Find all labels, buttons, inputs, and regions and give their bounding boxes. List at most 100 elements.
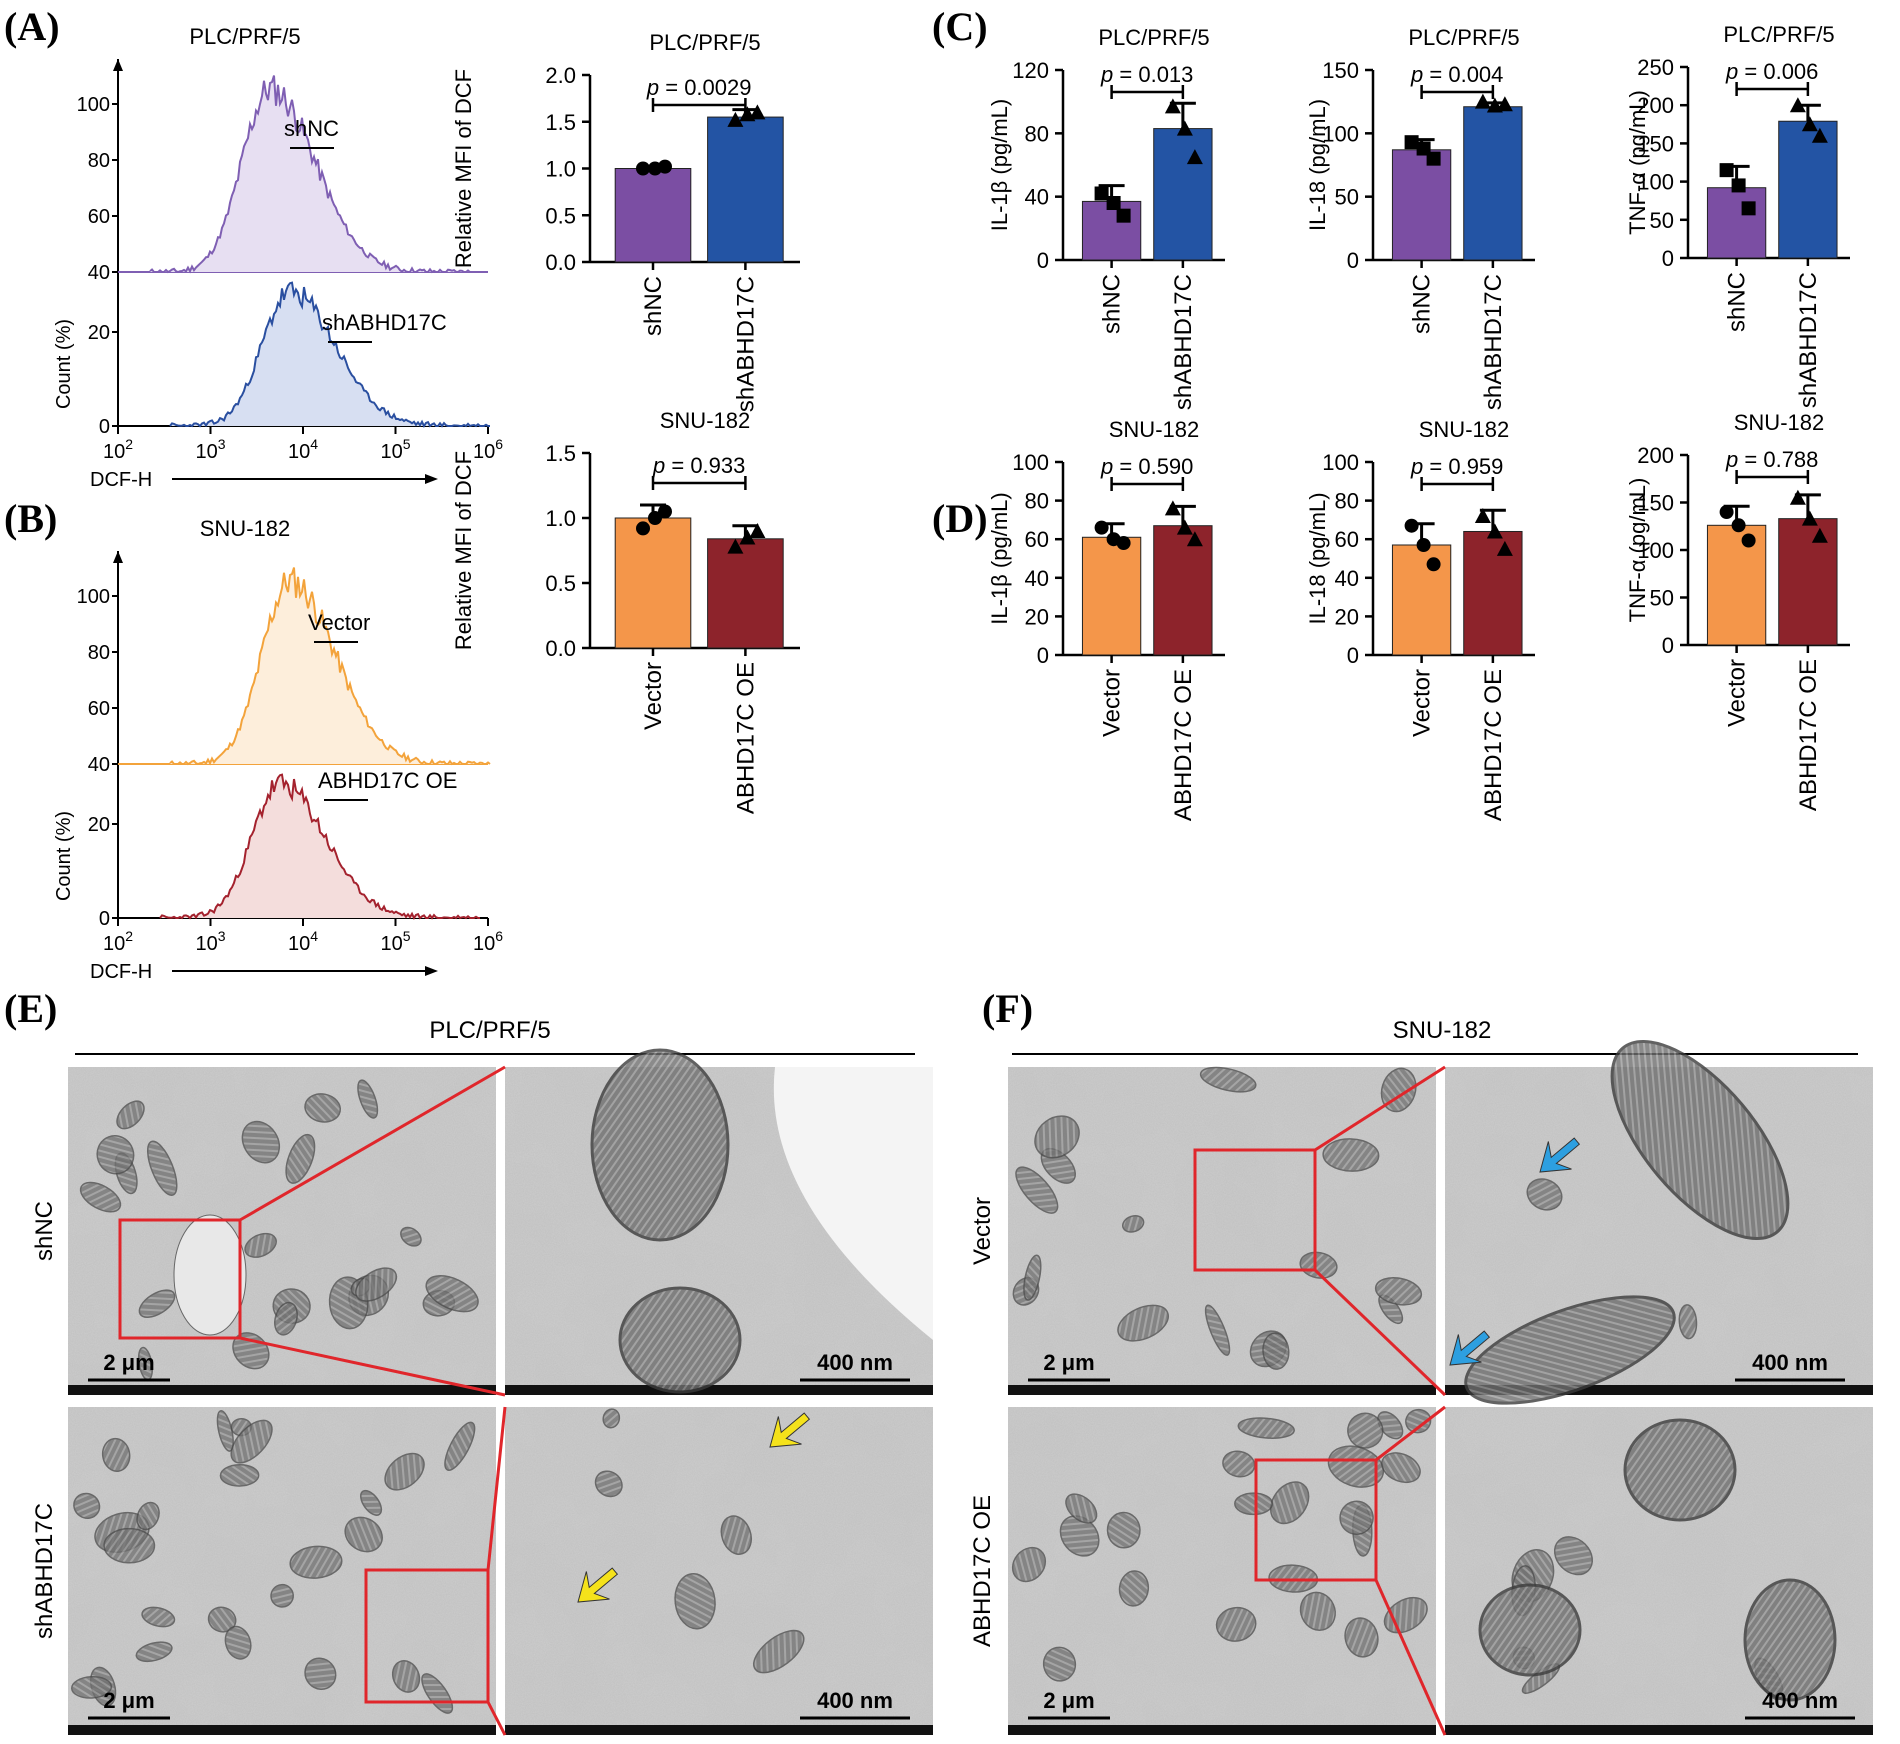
zoom-line	[486, 1406, 507, 1571]
data-point	[1164, 500, 1181, 516]
data-point	[1741, 201, 1756, 216]
bar	[614, 517, 692, 649]
mitochondrion	[1623, 1418, 1737, 1522]
bar	[1081, 536, 1142, 656]
panel-label-A: (A)	[4, 4, 60, 49]
mitochondrion	[1204, 1304, 1231, 1356]
mitochondrion	[138, 1289, 176, 1318]
y-tick-label: 80	[1025, 121, 1049, 146]
data-point	[1426, 557, 1441, 572]
scale-bar-label: 400 nm	[1762, 1688, 1838, 1713]
y-tick-label: 100	[77, 586, 110, 608]
bar-chart-C3: PLC/PRF/5 0 50 100 150 200 250 TNF-α (pg/mL) shN…	[1625, 22, 1850, 408]
x-tick-label: ABHD17C OE	[1480, 669, 1507, 821]
mitochondrion	[1023, 1254, 1042, 1301]
mitochondrion	[1743, 1578, 1837, 1702]
y-tick-label: 0.5	[545, 571, 576, 596]
scale-bar-label: 2 μm	[103, 1350, 154, 1375]
bar-chart-D2: SNU-182 0 20 40 60 80 100 IL-18 (pg/mL) Vector AB…	[1305, 417, 1535, 821]
y-tick-label: 60	[1335, 527, 1359, 552]
y-tick-label: 0	[1037, 248, 1049, 273]
tem-row-label: shABHD17C	[31, 1503, 58, 1639]
mitochondrion	[274, 1301, 298, 1336]
x-axis-label: DCF-H	[90, 469, 152, 491]
y-tick-label: 20	[88, 322, 110, 344]
mitochondrion	[1106, 1511, 1141, 1549]
mitochondrion	[79, 1181, 122, 1213]
scale-bar-label: 2 μm	[1043, 1688, 1094, 1713]
bar	[1706, 187, 1767, 259]
x-tick-label: 102	[103, 928, 133, 955]
histogram-fill	[170, 282, 490, 426]
tem-row-label: Vector	[969, 1197, 996, 1265]
zoom-line	[239, 1065, 506, 1222]
y-tick-label: 50	[1335, 185, 1359, 210]
data-point	[739, 529, 756, 545]
x-tick-label: Vector	[1409, 669, 1436, 737]
y-tick-label: 0	[1347, 643, 1359, 668]
y-tick-label: 250	[1637, 55, 1674, 80]
x-tick-label: shNC	[1099, 274, 1126, 334]
x-tick-label: ABHD17C OE	[732, 662, 759, 814]
y-tick-label: 150	[1637, 491, 1674, 516]
p-value: p = 0.0029	[646, 75, 752, 100]
x-tick-label: shABHD17C	[1480, 274, 1507, 410]
data-point	[1474, 93, 1491, 109]
bar	[1778, 120, 1838, 259]
histogram-line	[159, 773, 480, 921]
bar	[614, 168, 692, 263]
histogram-fill	[170, 567, 490, 764]
y-tick-label: 0	[99, 416, 110, 438]
mitochondrion	[135, 1641, 173, 1663]
tem-panel-F: SNU-182 Vector ABHD17C OE 2 μm 400 nm 2 μm 40…	[969, 1017, 1873, 1736]
series-label: shNC	[284, 116, 339, 141]
data-point	[658, 504, 672, 519]
zoom-line	[1313, 1268, 1447, 1397]
mitochondrion	[400, 1226, 422, 1247]
mitochondrion	[116, 1100, 145, 1130]
mitochondrion	[1322, 1138, 1380, 1172]
scale-bar-label: 2 μm	[103, 1688, 154, 1713]
y-tick-label: 80	[1025, 489, 1049, 514]
mitochondrion	[70, 1675, 113, 1699]
mitochondrion	[618, 1286, 742, 1394]
mitochondrion	[1237, 1417, 1295, 1439]
y-axis-label: Relative MFI of DCF	[451, 69, 476, 268]
mitochondrion	[1215, 1606, 1257, 1642]
mitochondrion	[207, 1606, 237, 1633]
y-tick-label: 0.0	[545, 250, 576, 275]
x-tick-label: shNC	[1724, 272, 1751, 332]
data-point	[1094, 186, 1109, 201]
mitochondrion	[1339, 1500, 1374, 1536]
data-point	[749, 523, 766, 538]
y-tick-label: 100	[1322, 450, 1359, 475]
mitochondrion	[1065, 1493, 1098, 1524]
x-axis-arrow	[425, 474, 438, 484]
mitochondrion	[384, 1452, 425, 1491]
tem-grain	[68, 1067, 496, 1395]
y-axis-label: IL-1β (pg/mL)	[987, 492, 1012, 624]
data-point	[1404, 518, 1419, 533]
mitochondrion	[602, 1408, 621, 1429]
bar	[1153, 525, 1213, 656]
y-tick-label: 0	[1662, 246, 1674, 271]
tem-info-bar	[68, 1725, 496, 1735]
y-axis-label: Relative MFI of DCF	[451, 451, 476, 650]
x-tick-label: shABHD17C	[1170, 274, 1197, 410]
mitochondrion	[241, 1120, 281, 1164]
y-axis-label: IL-18 (pg/mL)	[1305, 99, 1330, 231]
mitochondrion	[753, 1629, 805, 1674]
chart-title: SNU-182	[1419, 417, 1509, 442]
y-tick-label: 100	[1637, 170, 1674, 195]
data-point	[636, 161, 650, 176]
mitochondrion	[1347, 1412, 1384, 1449]
mitochondrion	[304, 1093, 342, 1123]
mitochondrion	[1262, 1332, 1290, 1370]
mitochondrion	[344, 1516, 383, 1553]
chart-title: PLC/PRF/5	[649, 30, 760, 55]
y-tick-label: 40	[88, 754, 110, 776]
series-label: Vector	[308, 610, 370, 635]
mitochondrion	[1059, 1515, 1100, 1557]
